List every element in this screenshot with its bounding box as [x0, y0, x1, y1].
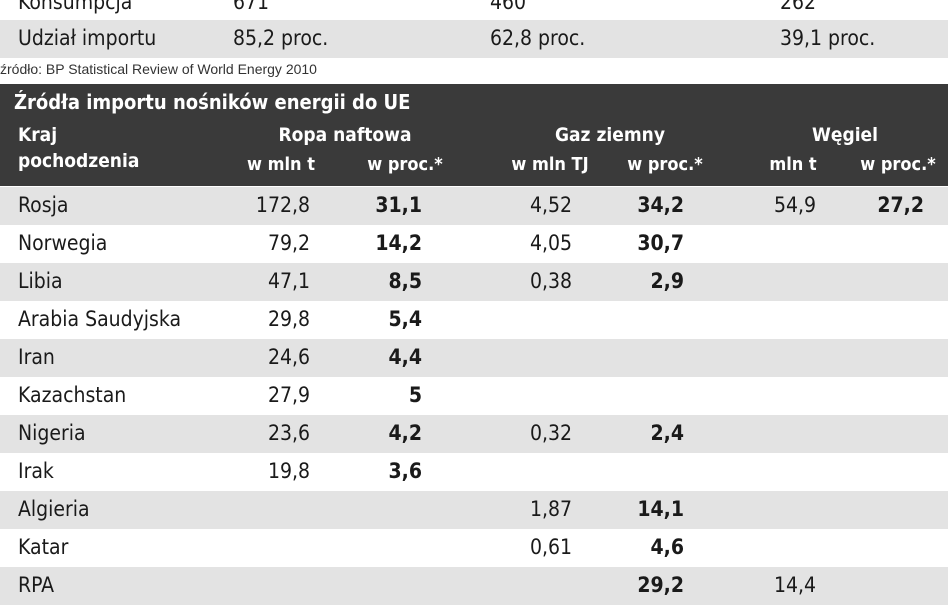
- oil-amount-cell: 23,6: [267, 421, 310, 445]
- import-share-oil: 85,2 proc.: [233, 26, 329, 50]
- oil-pct-cell: 4,4: [388, 345, 422, 369]
- table-row: Iran 24,6 4,4: [0, 339, 948, 377]
- country-cell: Arabia Saudyjska: [18, 307, 182, 331]
- table-header: Źródła importu nośników energii do UE Kr…: [0, 84, 948, 186]
- coal-pct-cell: 27,2: [877, 193, 924, 217]
- table-row: RPA 29,2 14,4: [0, 567, 948, 605]
- country-cell: Iran: [18, 345, 55, 369]
- gas-pct-cell: 29,2: [637, 573, 684, 597]
- sub-coal-pct: w proc.*: [860, 154, 936, 175]
- sub-gas-pct: w proc.*: [627, 154, 703, 175]
- oil-amount-cell: 19,8: [267, 459, 310, 483]
- sub-oil-amount: w mln t: [247, 154, 315, 175]
- oil-pct-cell: 8,5: [388, 269, 422, 293]
- oil-amount-cell: 172,8: [255, 193, 310, 217]
- table-row: Arabia Saudyjska 29,8 5,4: [0, 301, 948, 339]
- country-cell: RPA: [18, 573, 55, 597]
- gas-amount-cell: 4,52: [529, 193, 572, 217]
- oil-pct-cell: 5,4: [388, 307, 422, 331]
- group-gas: Gaz ziemny: [555, 124, 665, 146]
- consumption-value-coal: 262: [780, 0, 817, 14]
- table-row: Nigeria 23,6 4,2 0,32 2,4: [0, 415, 948, 453]
- oil-amount-cell: 27,9: [267, 383, 310, 407]
- table-row: Norwegia 79,2 14,2 4,05 30,7: [0, 225, 948, 263]
- table-row: Kazachstan 27,9 5: [0, 377, 948, 415]
- country-cell: Irak: [18, 459, 54, 483]
- consumption-row: Konsumpcja 671 460 262: [0, 0, 948, 18]
- gas-amount-cell: 4,05: [529, 231, 572, 255]
- import-share-label: Udział importu: [18, 26, 157, 50]
- oil-pct-cell: 31,1: [375, 193, 422, 217]
- gas-pct-cell: 2,4: [650, 421, 684, 445]
- gas-pct-cell: 2,9: [650, 269, 684, 293]
- col-country-line2: pochodzenia: [18, 150, 140, 172]
- gas-amount-cell: 1,87: [529, 497, 572, 521]
- source-note: źródło: BP Statistical Review of World E…: [0, 61, 317, 77]
- table-title: Źródła importu nośników energii do UE: [14, 90, 411, 114]
- consumption-value-oil: 671: [233, 0, 270, 14]
- oil-pct-cell: 4,2: [388, 421, 422, 445]
- consumption-value-gas: 460: [490, 0, 527, 14]
- oil-amount-cell: 79,2: [267, 231, 310, 255]
- sub-gas-amount: w mln TJ: [511, 154, 589, 175]
- country-cell: Kazachstan: [18, 383, 127, 407]
- oil-amount-cell: 24,6: [267, 345, 310, 369]
- import-share-row: Udział importu 85,2 proc. 62,8 proc. 39,…: [0, 20, 948, 58]
- gas-amount-cell: 0,32: [529, 421, 572, 445]
- coal-amount-cell: 54,9: [773, 193, 816, 217]
- import-share-coal: 39,1 proc.: [780, 26, 876, 50]
- sub-coal-amount: mln t: [769, 154, 817, 175]
- table-row: Algieria 1,87 14,1: [0, 491, 948, 529]
- gas-pct-cell: 14,1: [637, 497, 684, 521]
- table-row: Irak 19,8 3,6: [0, 453, 948, 491]
- gas-amount-cell: 0,38: [529, 269, 572, 293]
- oil-pct-cell: 14,2: [375, 231, 422, 255]
- col-country-line1: Kraj: [18, 124, 58, 146]
- gas-pct-cell: 34,2: [637, 193, 684, 217]
- sub-oil-pct: w proc.*: [367, 154, 443, 175]
- country-cell: Libia: [18, 269, 63, 293]
- country-cell: Norwegia: [18, 231, 108, 255]
- import-share-gas: 62,8 proc.: [490, 26, 586, 50]
- group-coal: Węgiel: [812, 124, 878, 146]
- gas-pct-cell: 4,6: [650, 535, 684, 559]
- country-cell: Algieria: [18, 497, 90, 521]
- gas-pct-cell: 30,7: [637, 231, 684, 255]
- table-row: Libia 47,1 8,5 0,38 2,9: [0, 263, 948, 301]
- consumption-label: Konsumpcja: [18, 0, 133, 14]
- country-cell: Katar: [18, 535, 69, 559]
- country-cell: Rosja: [18, 193, 69, 217]
- table-row: Katar 0,61 4,6: [0, 529, 948, 567]
- gas-amount-cell: 0,61: [529, 535, 572, 559]
- table-row: Rosja 172,8 31,1 4,52 34,2 54,9 27,2: [0, 187, 948, 225]
- oil-pct-cell: 5: [408, 383, 422, 407]
- oil-pct-cell: 3,6: [388, 459, 422, 483]
- oil-amount-cell: 29,8: [267, 307, 310, 331]
- country-cell: Nigeria: [18, 421, 86, 445]
- group-oil: Ropa naftowa: [278, 124, 412, 146]
- coal-amount-cell: 14,4: [773, 573, 816, 597]
- oil-amount-cell: 47,1: [267, 269, 310, 293]
